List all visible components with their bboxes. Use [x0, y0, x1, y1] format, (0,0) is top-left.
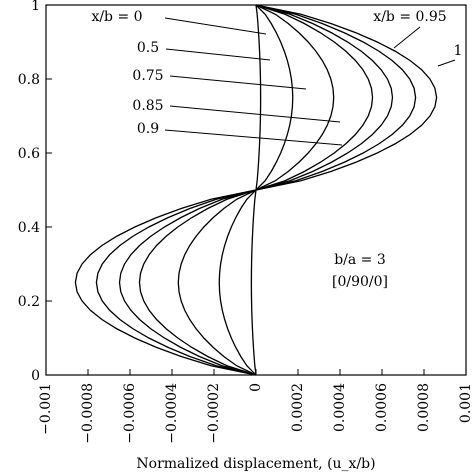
x-tick-label: −0.0002 — [206, 383, 222, 444]
series-leader-line — [169, 105, 341, 123]
series-curves — [74, 4, 438, 376]
y-tick-label: 0.6 — [18, 146, 40, 162]
x-tick-label: −0.0006 — [122, 383, 138, 444]
series-leader-line — [437, 59, 456, 67]
y-tick-label: 1 — [31, 0, 40, 14]
x-axis: −0.001 −0.0008 −0.0006 −0.0004 −0.0002 0 0.000… — [38, 369, 474, 444]
y-tick-label: 0 — [31, 368, 40, 384]
x-tick-label: 0.0004 — [332, 383, 348, 432]
y-tick-label: 0.2 — [18, 294, 40, 310]
series-label: x/b = 0 — [91, 9, 142, 25]
y-tick-label: 0.8 — [18, 72, 40, 88]
annotation-ratio: b/a = 3 — [334, 252, 386, 268]
series-line — [74, 4, 438, 376]
series-leader-line — [164, 129, 343, 146]
series-label: 0.75 — [132, 68, 163, 84]
series-label: 0.5 — [137, 40, 159, 56]
x-axis-label: Normalized displacement, (u_x/b) — [136, 456, 375, 472]
x-tick-label: −0.0004 — [164, 383, 180, 444]
x-tick-label: 0.001 — [458, 383, 474, 423]
series-label: 0.9 — [137, 121, 159, 137]
series-label: x/b = 0.95 — [373, 9, 446, 25]
x-tick-label: 0.0006 — [374, 383, 390, 432]
y-tick-label: 0.4 — [18, 220, 40, 236]
series-label: 1 — [454, 43, 463, 59]
annotation-layup: [0/90/0] — [332, 274, 388, 290]
series-label: 0.85 — [132, 98, 163, 114]
series-leader-line — [169, 75, 307, 90]
x-tick-label: −0.001 — [38, 383, 54, 435]
x-tick-label: 0.0002 — [290, 383, 306, 432]
y-axis: 0 0.2 0.4 0.6 0.8 1 — [18, 0, 52, 384]
series-leader-line — [165, 48, 271, 61]
x-tick-label: −0.0008 — [80, 383, 96, 444]
x-tick-label: 0 — [248, 383, 264, 392]
x-tick-label: 0.0008 — [416, 383, 432, 432]
series-labels: x/b = 0 0.5 0.75 0.85 0.9 x/b = 0.95 1 — [91, 9, 463, 146]
series-leader-line — [164, 17, 267, 35]
series-leader-line — [393, 26, 421, 49]
